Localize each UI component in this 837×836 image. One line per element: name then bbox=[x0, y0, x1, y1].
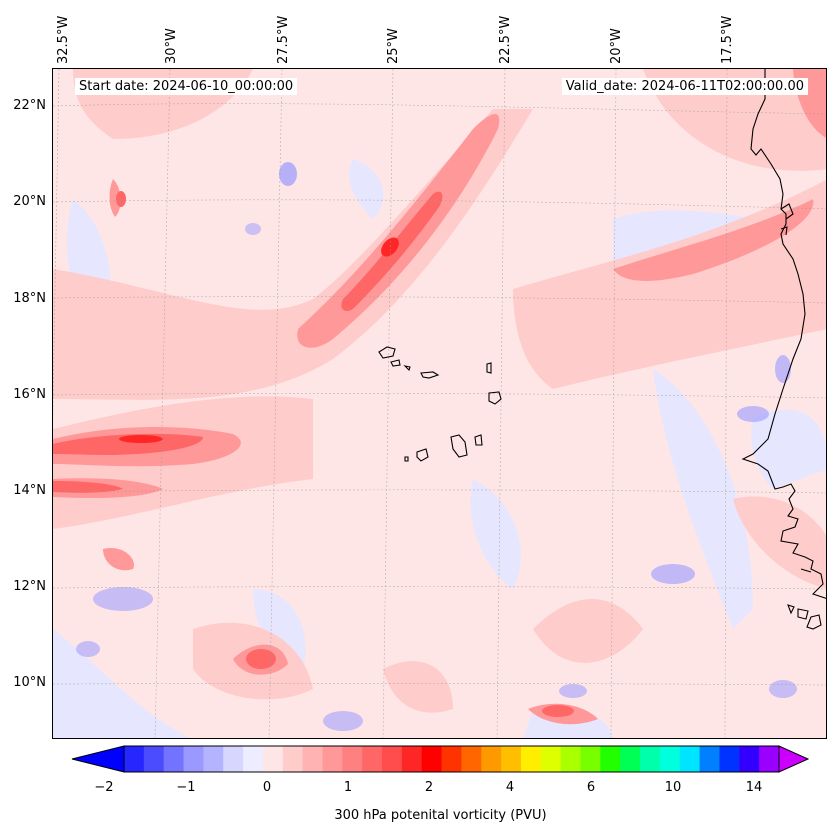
cbar-tick-6: 6 bbox=[586, 780, 596, 795]
cape-verde-islands bbox=[378, 346, 502, 462]
map-panel: Start date: 2024-06-10_00:00:00 Valid_da… bbox=[52, 68, 827, 739]
colorbar bbox=[71, 745, 810, 773]
pv-field bbox=[53, 69, 826, 738]
lon-label-25w: 25°W bbox=[386, 28, 401, 64]
lat-label-20n: 20°N bbox=[13, 194, 46, 209]
cbar-tick-2: 2 bbox=[424, 780, 434, 795]
colorbar-cell bbox=[719, 746, 740, 772]
colorbar-cell bbox=[699, 746, 720, 772]
colorbar-cell bbox=[124, 746, 145, 772]
africa-coastline bbox=[741, 69, 826, 599]
colorbar-cell bbox=[580, 746, 601, 772]
colorbar-cell bbox=[322, 746, 343, 772]
colorbar-cell bbox=[282, 746, 304, 772]
lon-label-30w: 30°W bbox=[164, 28, 179, 64]
lon-label-27-5w: 27.5°W bbox=[276, 15, 291, 64]
lon-label-22-5w: 22.5°W bbox=[498, 15, 513, 64]
colorbar-cell bbox=[759, 746, 780, 772]
colorbar-cell bbox=[441, 746, 462, 772]
colorbar-cell bbox=[501, 746, 522, 772]
colorbar-cell bbox=[203, 746, 224, 772]
valid-date-label: Valid_date: 2024-06-11T02:00:00.00 bbox=[561, 78, 808, 95]
colorbar-cell bbox=[223, 746, 244, 772]
cbar-tick-4: 4 bbox=[505, 780, 515, 795]
lat-label-14n: 14°N bbox=[13, 483, 46, 498]
colorbar-cell bbox=[679, 746, 701, 772]
positive-peak-cores bbox=[119, 237, 399, 443]
colorbar-cell bbox=[739, 746, 760, 772]
start-date-label: Start date: 2024-06-10_00:00:00 bbox=[75, 78, 298, 95]
lat-label-22n: 22°N bbox=[13, 98, 46, 113]
lat-label-10n: 10°N bbox=[13, 675, 46, 690]
colorbar-cell bbox=[163, 746, 185, 772]
colorbar-cell bbox=[659, 746, 681, 772]
lat-label-18n: 18°N bbox=[13, 291, 46, 306]
colorbar-cell bbox=[243, 746, 264, 772]
colorbar-cell bbox=[262, 746, 284, 772]
colorbar-cell bbox=[481, 746, 502, 772]
colorbar-extend-high bbox=[778, 745, 810, 773]
cbar-tick-10: 10 bbox=[664, 780, 682, 795]
colorbar-cell bbox=[540, 746, 562, 772]
colorbar-cell bbox=[143, 746, 165, 772]
colorbar-extend-low bbox=[71, 745, 125, 773]
colorbar-cell bbox=[640, 746, 661, 772]
colorbar-cells bbox=[71, 745, 810, 773]
cbar-tick-14: 14 bbox=[745, 780, 763, 795]
colorbar-frame bbox=[123, 745, 780, 773]
lon-label-20w: 20°W bbox=[609, 28, 624, 64]
island-bissagos bbox=[787, 604, 822, 630]
colorbar-cell bbox=[620, 746, 641, 772]
lon-label-32-5w: 32.5°W bbox=[56, 15, 71, 64]
lat-label-12n: 12°N bbox=[13, 579, 46, 594]
lon-label-17-5w: 17.5°W bbox=[720, 15, 735, 64]
colorbar-cell bbox=[382, 746, 403, 772]
cbar-tick-neg2: −2 bbox=[94, 780, 114, 795]
colorbar-cell bbox=[362, 746, 383, 772]
colorbar-cell bbox=[401, 746, 423, 772]
colorbar-cell bbox=[183, 746, 204, 772]
colorbar-cell bbox=[302, 746, 323, 772]
colorbar-cell bbox=[421, 746, 443, 772]
colorbar-cell bbox=[560, 746, 582, 772]
cbar-tick-0: 0 bbox=[262, 780, 272, 795]
colorbar-cell bbox=[600, 746, 621, 772]
coast-senegal-detail bbox=[780, 203, 812, 573]
colorbar-label: 300 hPa potenital vorticity (PVU) bbox=[334, 808, 547, 823]
colorbar-cell bbox=[520, 746, 542, 772]
cbar-tick-neg1: −1 bbox=[176, 780, 196, 795]
cbar-tick-1: 1 bbox=[343, 780, 353, 795]
lat-label-16n: 16°N bbox=[13, 387, 46, 402]
colorbar-cell bbox=[461, 746, 482, 772]
colorbar-cell bbox=[342, 746, 363, 772]
